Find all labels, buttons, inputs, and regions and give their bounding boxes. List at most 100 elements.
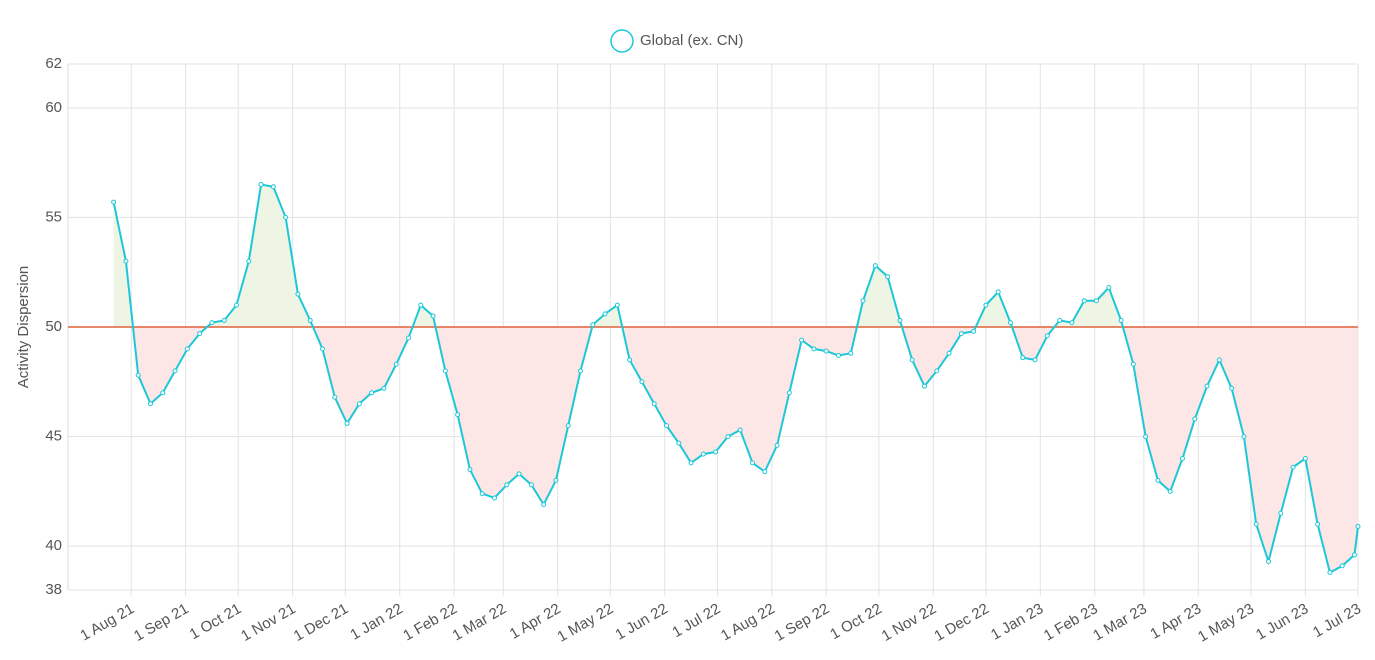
point [553,477,559,483]
point [737,427,743,433]
y-tick-label: 60 [45,99,62,116]
point [1093,298,1099,304]
x-tick-label: 1 Aug 22 [718,600,778,644]
point [897,317,903,323]
point [713,449,719,455]
x-tick-label: 1 Apr 22 [507,600,564,643]
y-tick-label: 40 [45,537,62,554]
x-tick-label: 1 Sep 22 [772,600,833,645]
point [1355,523,1361,529]
point [799,337,805,343]
y-tick-label: 45 [45,428,62,445]
point [602,311,608,317]
point [786,390,792,396]
x-tick-label: 1 Jul 23 [1310,600,1364,641]
point [1192,416,1198,422]
point [1069,320,1075,326]
point [1351,552,1357,558]
point [577,368,583,374]
x-tick-label: 1 Aug 21 [77,600,137,644]
x-tick-label: 1 Mar 23 [1090,600,1150,644]
point [958,331,964,337]
point [356,401,362,407]
x-tick-label: 1 Jan 23 [988,600,1046,643]
point [614,302,620,308]
point [295,291,301,297]
point [405,335,411,341]
x-tick-label: 1 Jan 22 [347,600,405,643]
point [995,289,1001,295]
point [221,317,227,323]
x-tick-label: 1 May 23 [1195,600,1257,646]
point [541,502,547,508]
point [455,412,461,418]
point [332,394,338,400]
point [1327,569,1333,575]
point [197,331,203,337]
point [135,372,141,378]
x-tick-label: 1 Nov 21 [238,600,299,645]
point [1118,317,1124,323]
point [1265,559,1271,565]
point [1007,320,1013,326]
x-tick-label: 1 May 22 [554,600,616,646]
point [160,390,166,396]
point [860,298,866,304]
point [565,423,571,429]
point [209,320,215,326]
point [1339,563,1345,569]
point [369,390,375,396]
point [246,258,252,264]
y-tick-label: 38 [45,581,62,598]
point [528,482,534,488]
point [418,302,424,308]
point [971,328,977,334]
point [1179,456,1185,461]
point [835,352,841,358]
point [381,385,387,391]
point [1130,361,1136,367]
point [319,346,325,352]
point [442,368,448,374]
point [762,469,768,475]
point [811,346,817,352]
point [172,368,178,374]
point [467,466,473,472]
point [1057,317,1063,323]
point [1302,456,1308,461]
point [430,313,436,319]
point [1241,434,1247,440]
x-tick-label: 1 Mar 22 [449,600,509,644]
x-tick-label: 1 Feb 23 [1041,600,1101,644]
point [848,350,854,356]
point [639,379,645,385]
point [651,401,657,407]
point [307,317,313,323]
x-tick-label: 1 Sep 21 [131,600,192,645]
point [1229,385,1235,391]
point [344,420,350,426]
point [921,383,927,389]
point [688,460,694,466]
point [749,460,755,466]
point [1216,357,1222,363]
x-tick-label: 1 Nov 22 [879,600,940,645]
point [123,258,129,264]
point [111,199,117,205]
point [516,471,522,477]
area-above [113,184,1358,327]
point [627,357,633,363]
point [1167,488,1173,494]
point [872,263,878,269]
point [184,346,190,352]
point [676,440,682,446]
y-tick-label: 50 [45,318,62,335]
point [946,350,952,356]
point [504,482,510,488]
point [934,368,940,374]
point [1253,521,1259,527]
x-tick-label: 1 Jun 23 [1253,600,1311,643]
point [233,302,239,308]
point [1020,355,1026,361]
